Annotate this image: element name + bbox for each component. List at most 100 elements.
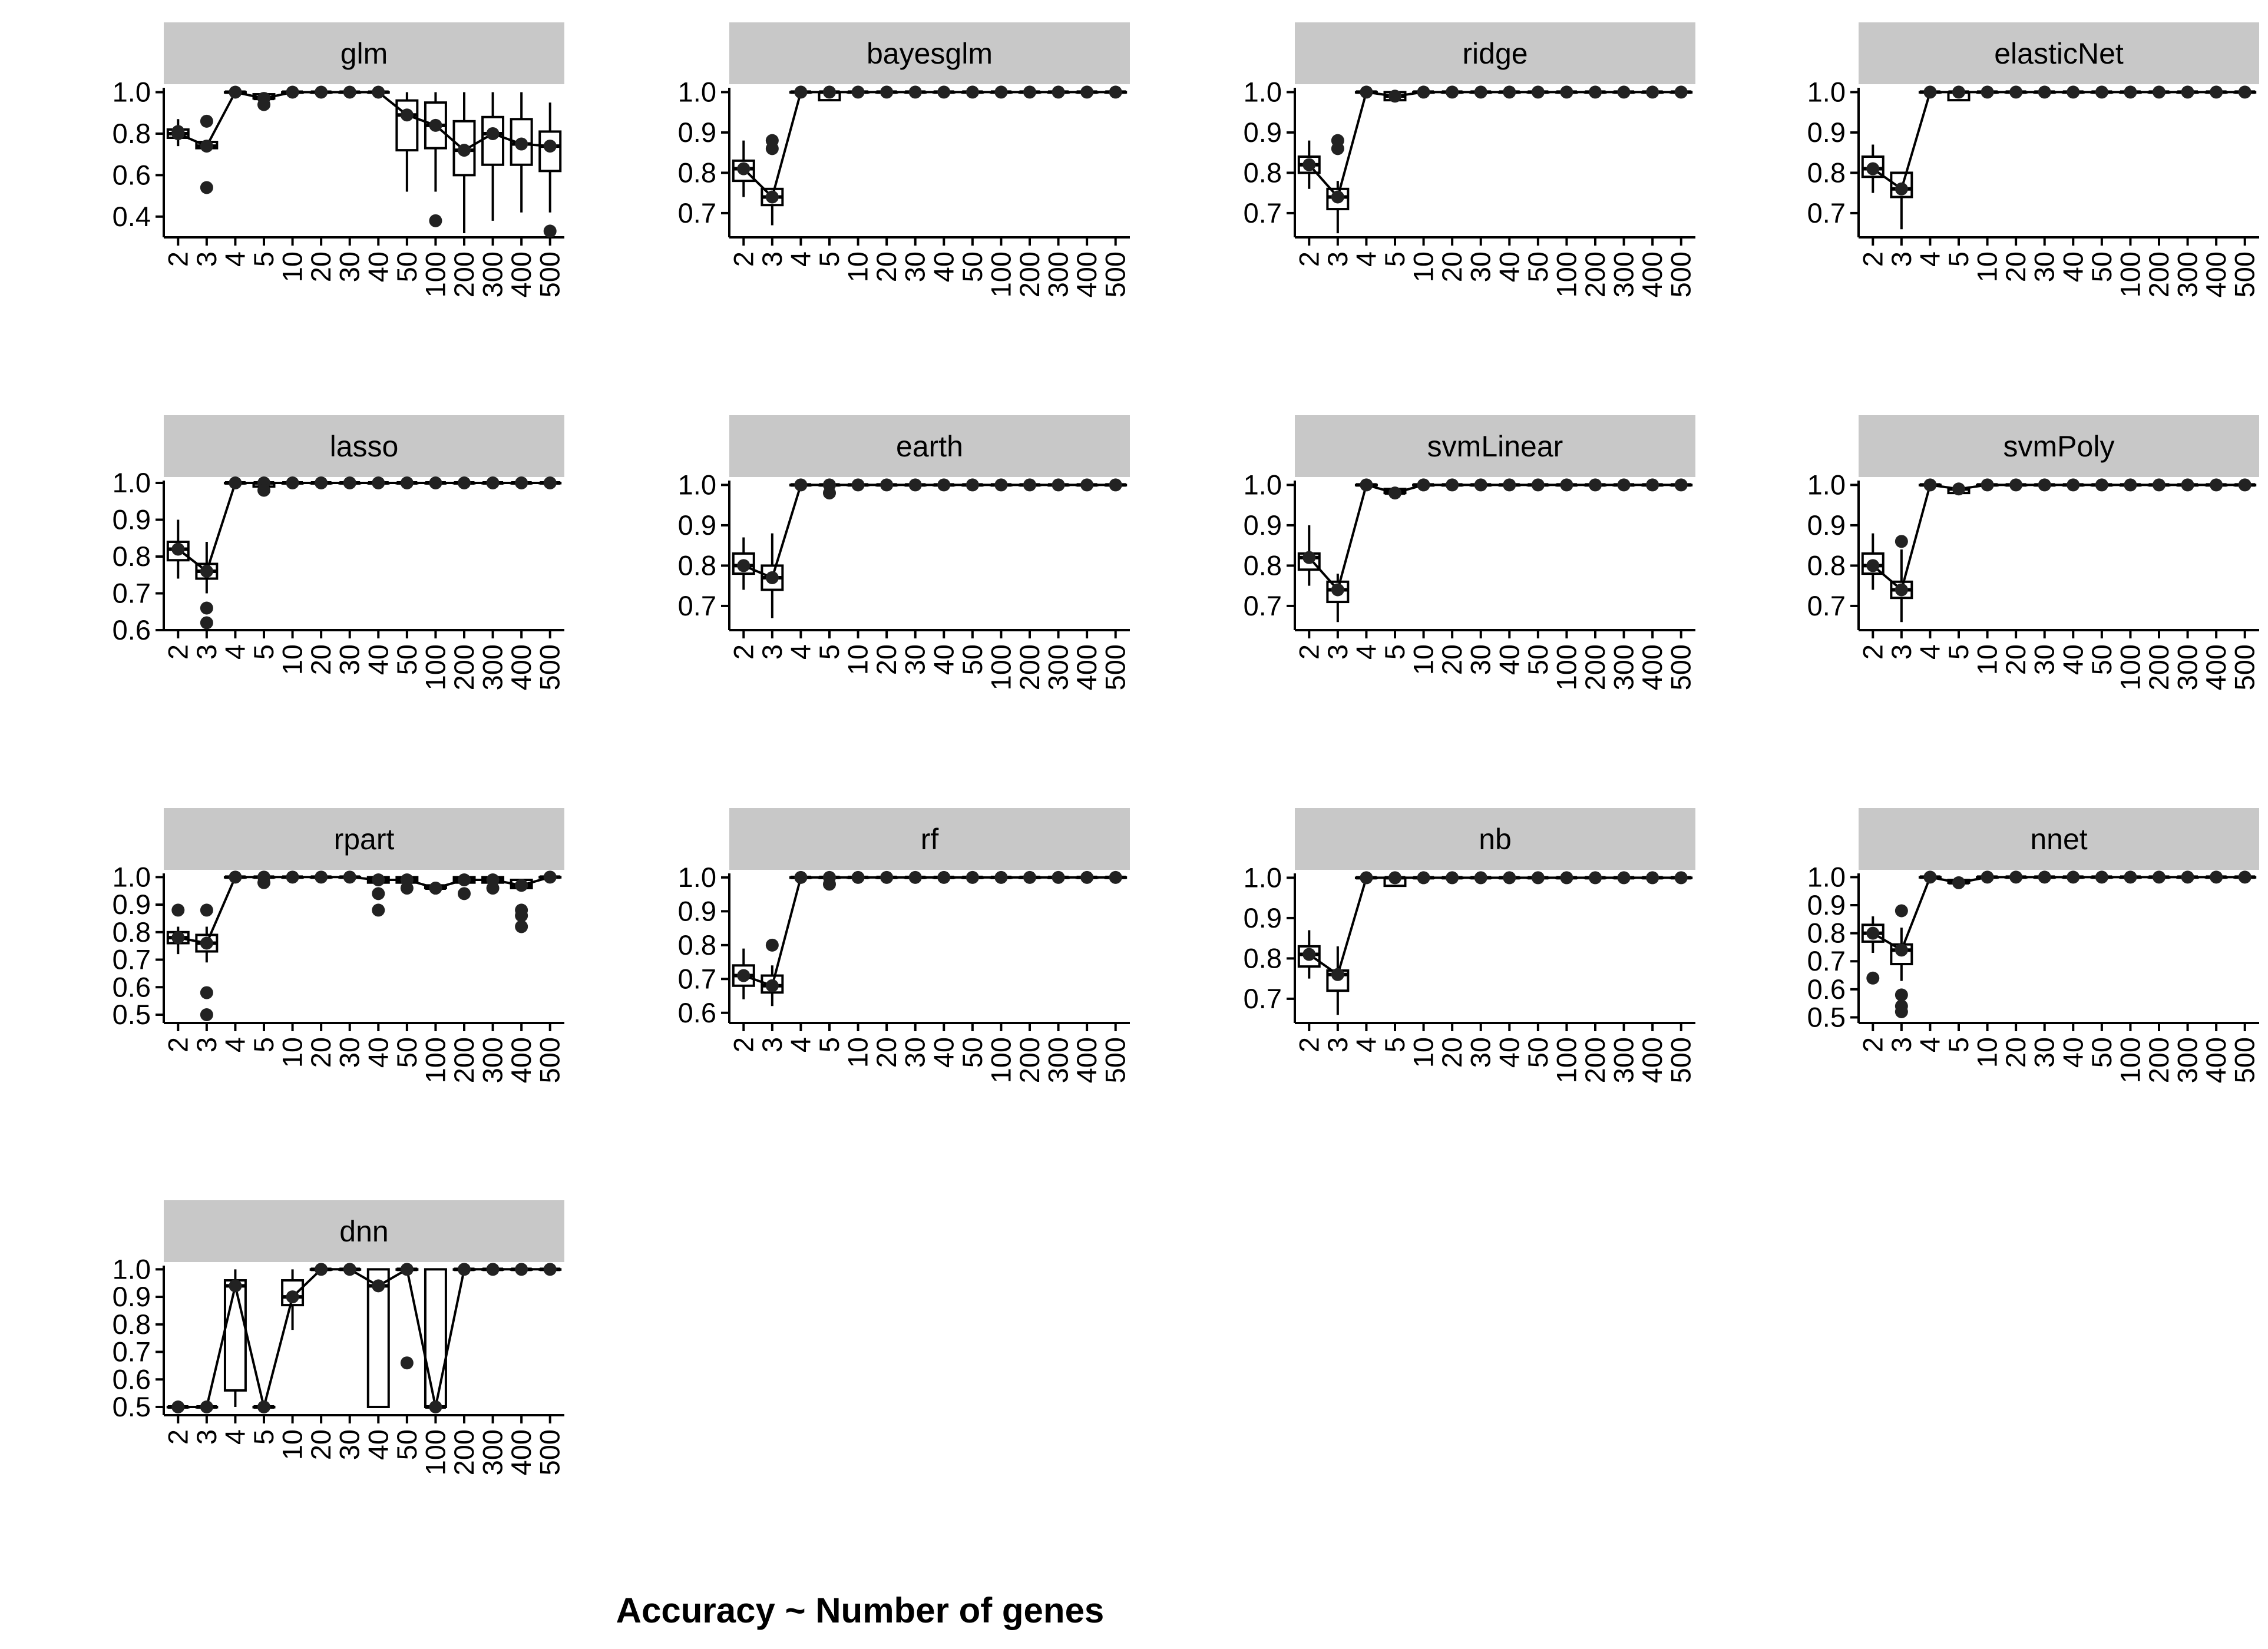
median-point xyxy=(1560,85,1573,99)
x-tick-label: 50 xyxy=(2086,251,2117,282)
y-tick-label: 1.0 xyxy=(113,1253,151,1284)
median-point xyxy=(1109,870,1122,884)
x-tick-label: 100 xyxy=(1550,251,1582,297)
facet-strip xyxy=(164,1200,564,1262)
median-point xyxy=(343,85,356,99)
x-tick-label: 3 xyxy=(1886,251,1917,267)
y-tick-label: 1.0 xyxy=(1244,76,1282,107)
x-tick-label: 20 xyxy=(305,1429,336,1460)
x-tick-label: 5 xyxy=(1943,1037,1974,1052)
median-point xyxy=(1617,871,1631,885)
x-tick-label: 3 xyxy=(191,644,222,660)
x-tick-label: 500 xyxy=(1100,1037,1131,1083)
x-tick-label: 50 xyxy=(1522,251,1553,282)
x-tick-label: 500 xyxy=(534,1429,566,1475)
median-point xyxy=(315,870,328,884)
median-point xyxy=(372,1279,385,1293)
median-point xyxy=(851,870,865,884)
median-point xyxy=(1474,871,1487,885)
figure-caption: Accuracy ~ Number of genes xyxy=(616,1591,1105,1630)
x-tick-label: 10 xyxy=(1972,1037,2003,1068)
x-tick-label: 200 xyxy=(1579,644,1611,690)
facet-strip-label: dnn xyxy=(339,1215,388,1248)
median-point xyxy=(1923,478,1937,492)
x-tick-label: 20 xyxy=(2000,644,2031,675)
x-tick-label: 100 xyxy=(2114,1037,2145,1083)
facet-strip xyxy=(1859,808,2259,870)
y-tick-label: 0.8 xyxy=(113,541,151,572)
facet-panels: glm0.40.60.81.02345102030405010020030040… xyxy=(113,22,2260,1475)
median-point xyxy=(2181,85,2194,99)
facet-panel-earth: earth 0.7 0.8 0.9 1.0 23451020304050100200300… xyxy=(678,415,1131,690)
y-tick-label: 1.0 xyxy=(1807,469,1846,500)
median-point xyxy=(851,478,865,492)
x-tick-label: 30 xyxy=(900,1037,931,1068)
x-tick-label: 200 xyxy=(2143,251,2174,297)
box xyxy=(481,115,505,166)
median-point xyxy=(994,85,1008,99)
x-tick-label: 30 xyxy=(1465,1037,1496,1068)
median-point xyxy=(765,190,779,204)
x-tick-label: 200 xyxy=(1579,1037,1611,1083)
outlier-point xyxy=(200,181,213,194)
median-point xyxy=(372,85,385,99)
box xyxy=(223,1279,247,1392)
median-point xyxy=(1080,85,1094,99)
y-tick-label: 0.7 xyxy=(113,578,151,609)
x-tick-label: 30 xyxy=(900,251,931,282)
y-tick-label: 1.0 xyxy=(1807,861,1846,892)
median-point xyxy=(1981,478,1994,492)
x-tick-label: 20 xyxy=(2000,1037,2031,1068)
facet-strip-label: lasso xyxy=(330,430,399,463)
y-tick-label: 0.8 xyxy=(678,929,716,961)
median-point xyxy=(937,478,951,492)
median-point xyxy=(1589,85,1602,99)
outlier-point xyxy=(1895,1005,1908,1018)
facet-strip xyxy=(1295,415,1695,477)
median-trend-line xyxy=(177,482,550,574)
median-point xyxy=(966,85,979,99)
outlier-point xyxy=(1331,142,1344,155)
x-tick-label: 3 xyxy=(191,251,222,267)
median-point xyxy=(200,140,213,153)
x-tick-label: 4 xyxy=(219,1037,250,1052)
x-tick-label: 30 xyxy=(900,644,931,675)
x-tick-label: 4 xyxy=(785,1037,816,1052)
median-point xyxy=(343,1263,356,1276)
outlier-point xyxy=(515,920,528,933)
median-trend-line xyxy=(1872,484,2245,592)
facet-panel-dnn: dnn 0.50.60.70.80.91.0 2345102030405010020… xyxy=(113,1200,566,1475)
outlier-point xyxy=(486,882,500,895)
median-point xyxy=(171,931,185,945)
x-tick-label: 4 xyxy=(1914,251,1945,267)
x-tick-label: 50 xyxy=(391,644,422,675)
median-point xyxy=(2067,870,2080,884)
median-point xyxy=(2238,478,2252,492)
median-point xyxy=(2124,870,2137,884)
x-tick-label: 100 xyxy=(1550,644,1582,690)
x-tick-label: 40 xyxy=(1493,644,1525,675)
x-tick-label: 40 xyxy=(1493,1037,1525,1068)
x-tick-label: 300 xyxy=(2172,251,2203,297)
x-tick-label: 300 xyxy=(1043,644,1074,690)
y-tick-label: 0.6 xyxy=(113,1363,151,1395)
x-tick-label: 5 xyxy=(248,644,279,660)
x-tick-label: 2 xyxy=(1857,251,1888,267)
median-point xyxy=(794,478,808,492)
x-tick-label: 300 xyxy=(1608,251,1639,297)
x-tick-label: 40 xyxy=(928,644,959,675)
outlier-point xyxy=(1895,904,1908,918)
x-tick-label: 2 xyxy=(728,251,759,267)
median-point xyxy=(1417,478,1430,492)
y-tick-label: 0.9 xyxy=(678,509,716,541)
median-point xyxy=(2181,478,2194,492)
median-point xyxy=(2210,478,2223,492)
outlier-point xyxy=(400,1356,414,1370)
x-tick-label: 2 xyxy=(162,251,193,267)
x-tick-label: 20 xyxy=(305,644,336,675)
median-point xyxy=(429,118,442,132)
y-tick-label: 0.7 xyxy=(1807,945,1846,976)
y-tick-label: 0.8 xyxy=(1244,157,1282,188)
median-point xyxy=(1109,85,1122,99)
median-point xyxy=(2009,85,2023,99)
